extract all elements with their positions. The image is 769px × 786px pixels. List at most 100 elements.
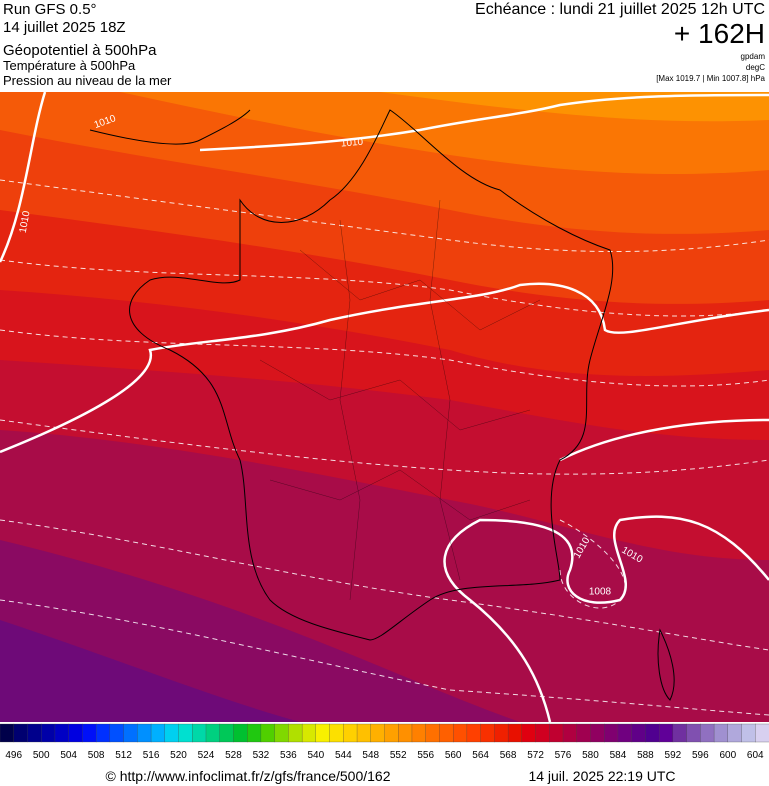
color-swatch [109,723,125,743]
color-swatch [247,723,262,743]
colorbar-tick-label: 556 [417,750,434,761]
color-swatch [41,723,56,743]
color-swatch [672,723,688,743]
colorbar: 496 500 504 508 512 516 520 524 528 532 536 540 544 5… [0,723,769,761]
color-swatch [95,723,111,743]
color-swatch [260,723,276,743]
color-swatch [700,723,715,743]
colorbar-tick-label: 600 [719,750,736,761]
colorbar-tick-label: 544 [335,750,352,761]
colorbar-tick-label: 532 [253,750,270,761]
colorbar-tick-label: 520 [170,750,187,761]
color-swatch [54,723,70,743]
color-swatch [617,723,633,743]
color-swatch [755,723,769,743]
color-swatch [343,723,358,743]
color-swatch [137,723,152,743]
map [0,91,769,723]
color-swatch [549,723,564,743]
color-swatch [150,723,166,743]
color-swatch [741,723,756,743]
color-swatch [219,723,234,743]
field-label: Géopotentiel à 500hPa [3,42,157,59]
color-swatch [535,723,550,743]
color-swatch [507,723,523,743]
isobars [0,91,769,723]
color-swatch [604,723,619,743]
header-background [0,0,769,92]
color-swatch [288,723,303,743]
borders [259,199,541,601]
color-swatch [590,723,605,743]
color-swatch [315,723,331,743]
color-swatch [576,723,591,743]
band [380,92,769,122]
unit: gpdam [741,52,766,61]
colorbar-tick-label: 596 [692,750,709,761]
colorbar-tick-label: 528 [225,750,242,761]
field-label: Pression au niveau de la mer [3,73,172,88]
colorbar-tick-label: 576 [555,750,572,761]
colorbar-tick-label: 548 [362,750,379,761]
coastline [89,109,675,701]
colorbar-tick-label: 500 [33,750,50,761]
color-swatch [0,723,15,743]
color-swatch [727,723,742,743]
color-swatch [658,723,674,743]
color-swatch [68,723,83,743]
pressure-range: [Max 1019.7 | Min 1007.8] hPa [656,74,765,83]
contour-label: 1008 [589,587,612,598]
source-url: © http://www.infoclimat.fr/z/gfs/france/… [106,768,391,784]
color-swatch [713,723,729,743]
color-swatch [411,723,427,743]
color-swatch [205,723,221,743]
timestamp: 14 juil. 2025 22:19 UTC [528,768,675,784]
color-swatch [329,723,344,743]
colorbar-tick-label: 580 [582,750,599,761]
colorbar-tick-label: 504 [60,750,77,761]
color-swatch [425,723,440,743]
color-swatch [494,723,509,743]
colorbar-tick-label: 604 [747,750,764,761]
color-swatch [645,723,660,743]
colorbar-tick-label: 572 [527,750,544,761]
color-swatch [356,723,372,743]
color-swatch [521,723,537,743]
color-swatch [274,723,289,743]
unit: degC [746,63,765,72]
colorbar-tick-label: 588 [637,750,654,761]
color-swatch [398,723,413,743]
header: Run GFS 0.5° 14 juillet 2025 18Z Géopote… [0,0,769,92]
color-swatch [562,723,578,743]
color-swatch [686,723,701,743]
color-swatch [453,723,468,743]
colorbar-tick-label: 560 [445,750,462,761]
colorbar-tick-label: 508 [88,750,105,761]
color-swatch [82,723,97,743]
color-swatch [631,723,646,743]
field-label: Température à 500hPa [3,58,136,73]
colorbar-tick-label: 496 [5,750,22,761]
contour-label: 1010 [18,210,33,234]
colorbar-tick-label: 540 [307,750,324,761]
contour-label: 1010 [340,137,364,150]
run-date: 14 juillet 2025 18Z [3,19,126,36]
color-swatch [164,723,179,743]
color-swatch [384,723,399,743]
color-swatch [27,723,42,743]
color-swatch [123,723,138,743]
colorbar-tick-label: 524 [198,750,215,761]
color-swatch [13,723,28,743]
color-swatch [466,723,482,743]
colorbar-tick-label: 564 [472,750,489,761]
color-swatch [192,723,207,743]
colorbar-tick-label: 568 [500,750,517,761]
colorbar-tick-label: 536 [280,750,297,761]
echeance: Echéance : lundi 21 juillet 2025 12h UTC [475,1,765,18]
color-swatch [370,723,385,743]
color-swatch [178,723,193,743]
color-swatch [301,723,317,743]
color-swatch [480,723,495,743]
lead-time: + 162H [674,18,765,49]
